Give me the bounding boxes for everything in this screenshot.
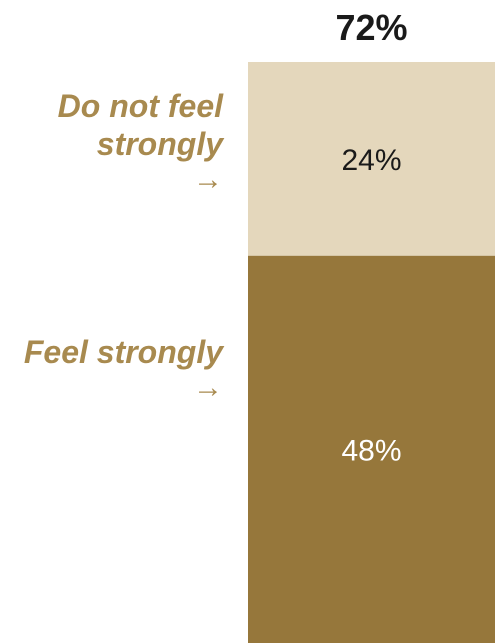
bar-segment-value-label: 24%: [341, 144, 401, 177]
total-label: 72%: [335, 7, 407, 48]
bar-segment-0: [248, 255, 495, 643]
arrow-right-icon: →: [193, 371, 223, 404]
do-not-feel-strongly-text: Do not feel strongly: [57, 88, 223, 162]
do-not-feel-strongly-label: Do not feel strongly →: [0, 87, 223, 197]
arrow-right-icon: →: [193, 163, 223, 196]
bar-segment-value-label: 48%: [341, 434, 401, 467]
bar-segment-1: [248, 62, 495, 256]
feel-strongly-text: Feel strongly: [23, 334, 223, 370]
feel-strongly-label: Feel strongly →: [0, 333, 223, 405]
bar-segments: 48% 24%: [248, 62, 495, 643]
